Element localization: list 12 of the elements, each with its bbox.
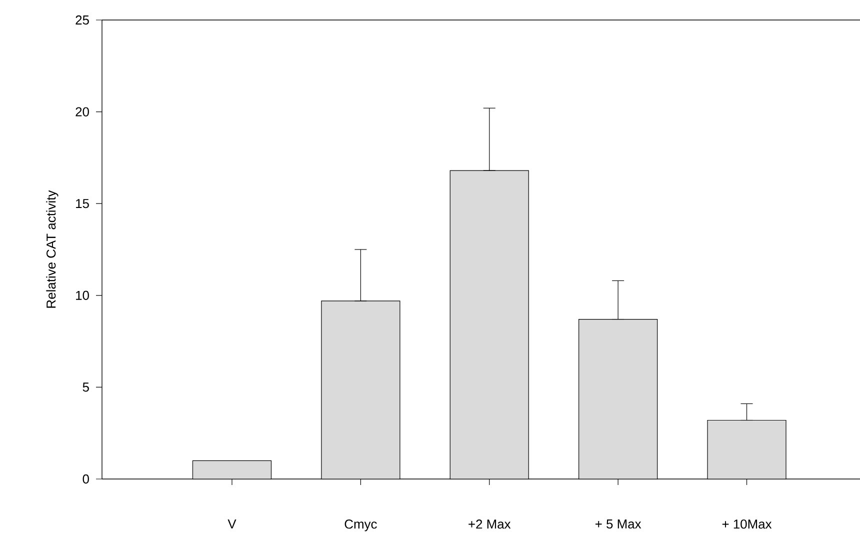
y-tick-label: 25 <box>76 15 89 25</box>
y-tick-label: 10 <box>76 290 89 300</box>
x-tick-label: + 10Max <box>722 520 772 529</box>
y-tick-label: 15 <box>76 199 89 208</box>
y-tick-label: 0 <box>82 474 89 484</box>
x-tick-label: + 5 Max <box>595 520 642 529</box>
y-tick-label: 20 <box>76 107 89 116</box>
y-tick-label: 5 <box>82 382 89 392</box>
x-tick-label: Cmyc <box>344 520 377 532</box>
x-tick-label: V <box>228 520 236 528</box>
y-axis-title: Relative CAT activity <box>46 190 58 308</box>
x-tick-label: +2 Max <box>468 520 511 529</box>
